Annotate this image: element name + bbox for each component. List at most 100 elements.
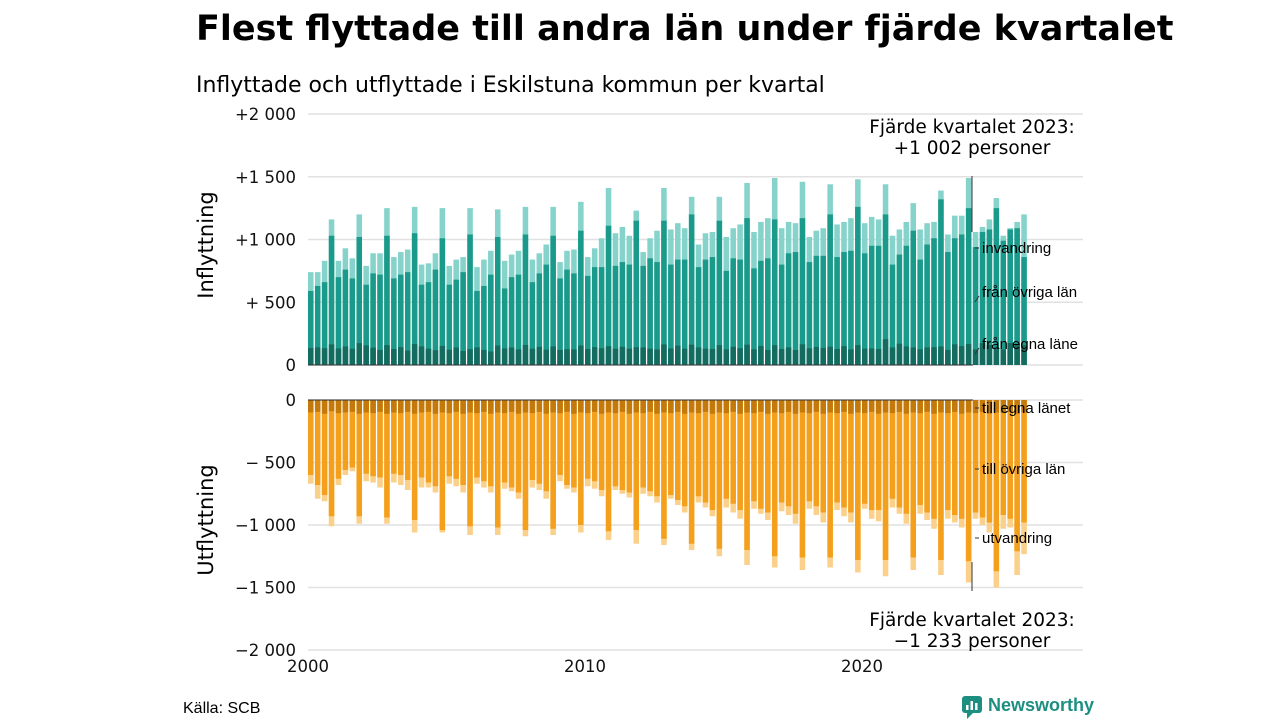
bar-till-ovriga-lan: [855, 400, 861, 560]
bar-till-egna-lanet: [591, 400, 598, 412]
bar-till-ovriga-lan: [744, 400, 750, 550]
bar-till-egna-lanet: [481, 400, 487, 412]
bar-till-ovriga-lan: [349, 400, 356, 468]
bar-till-egna-lanet: [661, 400, 667, 413]
bar-fran-ovriga-lan: [709, 257, 716, 365]
bar-till-egna-lanet: [688, 400, 695, 413]
bar-till-ovriga-lan: [550, 400, 556, 529]
bar-fran-egna-lane: [481, 349, 487, 365]
bar-fran-ovriga-lan: [342, 269, 349, 365]
bar-till-ovriga-lan: [931, 400, 937, 519]
bar-till-ovriga-lan: [640, 400, 646, 488]
bar-till-egna-lanet: [848, 400, 854, 414]
bar-till-ovriga-lan: [481, 400, 487, 482]
bar-till-ovriga-lan: [972, 400, 979, 513]
bar-till-ovriga-lan: [986, 400, 993, 523]
bar-till-ovriga-lan: [370, 400, 376, 477]
bar-till-ovriga-lan: [425, 400, 432, 483]
bar-till-ovriga-lan: [377, 400, 383, 478]
bar-till-egna-lanet: [550, 400, 556, 413]
bar-fran-egna-lane: [792, 349, 799, 365]
bar-till-egna-lanet: [855, 400, 861, 413]
bar-fran-egna-lane: [384, 345, 390, 365]
bar-fran-ovriga-lan: [488, 274, 494, 365]
bar-fran-ovriga-lan: [398, 274, 404, 365]
bar-till-egna-lanet: [986, 400, 993, 414]
bar-till-egna-lanet: [453, 400, 459, 412]
bar-till-egna-lanet: [474, 400, 480, 414]
bar-till-egna-lanet: [1021, 400, 1027, 413]
bar-fran-egna-lane: [778, 348, 785, 365]
bar-till-egna-lanet: [612, 400, 619, 414]
bar-till-egna-lanet: [765, 400, 771, 414]
bar-till-egna-lanet: [598, 400, 605, 414]
bottom-y-tick-label: −1 000: [235, 516, 296, 535]
bar-till-ovriga-lan: [557, 400, 563, 475]
bar-fran-ovriga-lan: [308, 290, 314, 365]
bar-fran-ovriga-lan: [848, 250, 854, 365]
chart-title: Flest flyttade till andra län under fjär…: [196, 9, 1173, 49]
bar-fran-ovriga-lan: [938, 199, 944, 365]
bar-fran-egna-lane: [952, 344, 958, 365]
top-y-tick-label: +2 000: [235, 105, 296, 124]
bar-fran-egna-lane: [557, 349, 563, 365]
bar-till-egna-lanet: [626, 400, 633, 414]
bar-fran-ovriga-lan: [418, 284, 425, 365]
bar-till-ovriga-lan: [411, 400, 418, 520]
bar-fran-ovriga-lan: [751, 268, 757, 365]
bar-fran-ovriga-lan: [855, 206, 861, 365]
bar-till-egna-lanet: [571, 400, 577, 414]
bar-till-ovriga-lan: [965, 400, 972, 562]
bar-till-egna-lanet: [938, 400, 944, 413]
bar-till-egna-lanet: [522, 400, 529, 413]
bar-fran-egna-lane: [751, 349, 757, 365]
bar-fran-egna-lane: [626, 348, 633, 365]
bar-fran-ovriga-lan: [543, 264, 549, 365]
bar-till-ovriga-lan: [834, 400, 840, 503]
bar-fran-egna-lane: [377, 349, 383, 365]
bar-till-ovriga-lan: [474, 400, 480, 478]
bar-fran-ovriga-lan: [647, 258, 653, 365]
bottom-y-tick-label: − 500: [245, 454, 296, 473]
bar-till-egna-lanet: [335, 400, 342, 414]
bar-till-ovriga-lan: [391, 400, 397, 474]
bar-fran-ovriga-lan: [626, 264, 633, 365]
bar-fran-ovriga-lan: [730, 258, 736, 365]
bar-till-egna-lanet: [1000, 400, 1007, 414]
bar-till-ovriga-lan: [508, 400, 515, 488]
bar-fran-ovriga-lan: [765, 258, 771, 365]
bar-fran-ovriga-lan: [958, 234, 965, 365]
bar-fran-ovriga-lan: [314, 285, 321, 365]
bar-fran-egna-lane: [474, 347, 480, 365]
bar-fran-egna-lane: [494, 345, 501, 365]
top-panel-y-axis-label: Inflyttning: [194, 191, 218, 298]
bar-till-ovriga-lan: [896, 400, 903, 508]
bar-fran-egna-lane: [585, 348, 591, 365]
bar-till-egna-lanet: [958, 400, 965, 414]
bar-fran-ovriga-lan: [404, 272, 411, 365]
bar-till-ovriga-lan: [571, 400, 577, 488]
bar-till-egna-lanet: [529, 400, 536, 414]
bar-fran-egna-lane: [411, 343, 418, 365]
bar-till-egna-lanet: [640, 400, 646, 414]
bar-fran-ovriga-lan: [723, 270, 730, 365]
bar-fran-egna-lane: [910, 347, 917, 365]
bar-till-egna-lanet: [889, 400, 896, 414]
bar-fran-ovriga-lan: [356, 236, 363, 365]
bar-fran-egna-lane: [391, 348, 397, 365]
bar-fran-ovriga-lan: [508, 277, 515, 365]
bar-fran-egna-lane: [598, 348, 605, 365]
bar-fran-egna-lane: [841, 346, 847, 365]
bar-fran-ovriga-lan: [633, 220, 640, 365]
bar-till-egna-lanet: [619, 400, 626, 412]
bar-fran-ovriga-lan: [952, 238, 958, 365]
bar-till-ovriga-lan: [460, 400, 466, 485]
bar-fran-ovriga-lan: [321, 282, 328, 365]
bar-till-ovriga-lan: [917, 400, 923, 505]
bar-till-egna-lanet: [321, 400, 328, 414]
bar-till-egna-lanet: [841, 400, 847, 412]
bar-till-ovriga-lan: [661, 400, 667, 539]
bar-fran-egna-lane: [453, 347, 459, 365]
x-axis-ticks: 2000 2010 2020: [287, 657, 883, 676]
bar-till-egna-lanet: [377, 400, 383, 412]
